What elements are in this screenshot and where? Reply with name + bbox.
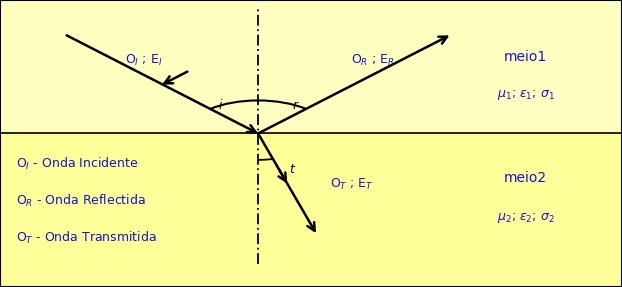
Text: $i$: $i$: [218, 98, 223, 113]
Text: O$_I$ - Onda Incidente: O$_I$ - Onda Incidente: [16, 156, 137, 172]
Text: meio1: meio1: [504, 51, 547, 64]
Text: $\mu_2$; $\varepsilon_2$; $\sigma_2$: $\mu_2$; $\varepsilon_2$; $\sigma_2$: [497, 211, 554, 225]
Text: $\mu_1$; $\varepsilon_1$; $\sigma_1$: $\mu_1$; $\varepsilon_1$; $\sigma_1$: [497, 88, 554, 102]
Text: O$_T$ ; E$_T$: O$_T$ ; E$_T$: [330, 177, 374, 192]
Text: O$_R$ ; E$_R$: O$_R$ ; E$_R$: [351, 53, 395, 69]
Text: O$_T$ - Onda Transmitida: O$_T$ - Onda Transmitida: [16, 230, 156, 246]
Bar: [0, 133, 622, 287]
Text: O$_R$ - Onda Reflectida: O$_R$ - Onda Reflectida: [16, 193, 146, 209]
Bar: [0, 0, 622, 133]
Text: meio2: meio2: [504, 171, 547, 185]
Text: $t$: $t$: [289, 163, 296, 176]
Text: $r$: $r$: [292, 99, 299, 112]
Text: O$_I$ ; E$_I$: O$_I$ ; E$_I$: [124, 53, 162, 69]
